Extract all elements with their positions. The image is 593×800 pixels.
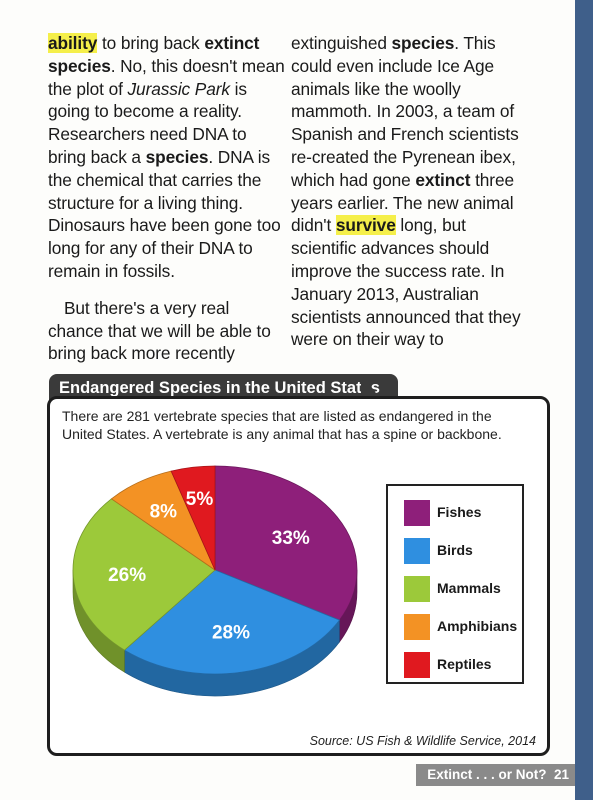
pie-slice-mammals	[72, 498, 216, 651]
pie-slice-birds	[123, 569, 341, 675]
pie-label: 26%	[108, 565, 146, 586]
sidebar-title-tail	[361, 374, 383, 402]
paragraph-3: extinguished species. This could even in…	[291, 32, 531, 351]
chart-source: Source: US Fish & Wildlife Service, 2014	[309, 734, 536, 748]
pie-label: 5%	[186, 489, 214, 510]
bold-term: species	[145, 146, 209, 167]
pie-slice-reptiles	[170, 465, 216, 571]
pie-label: 33%	[272, 528, 310, 549]
legend-label: Reptiles	[437, 656, 492, 672]
legend-swatch	[404, 614, 430, 640]
legend-label: Mammals	[437, 580, 501, 596]
legend-swatch	[404, 538, 430, 564]
bold-term: extinct	[415, 169, 471, 190]
text-run: . DNA is the chemical that carries the s…	[48, 146, 281, 281]
paragraph-2: But there's a very real chance that we w…	[48, 297, 288, 365]
bold-term: species	[48, 55, 111, 76]
legend-label: Amphibians	[437, 618, 518, 634]
text-column-right: extinguished species. This could even in…	[291, 32, 531, 351]
text-run: But there's a very real chance that we w…	[48, 297, 271, 364]
highlighted-term: survive	[335, 215, 396, 236]
pie-label: 8%	[150, 501, 178, 522]
text-column-left: ability to bring back extinct species. N…	[48, 32, 288, 365]
chart-legend: Fishes Birds Mammals Amphibians Reptiles	[386, 484, 524, 684]
text-run: long, but scientific advances should imp…	[291, 215, 521, 350]
page-number: 21	[553, 767, 569, 782]
pie-slice-fishes	[214, 465, 358, 621]
highlighted-term: ability	[48, 33, 98, 53]
legend-label: Fishes	[437, 504, 482, 520]
page-footer: Extinct . . . or Not? 21	[416, 764, 575, 786]
paragraph-1: ability to bring back extinct species. N…	[48, 32, 288, 283]
legend-swatch	[404, 576, 430, 602]
sidebar-intro: There are 281 vertebrate species that ar…	[62, 408, 502, 442]
legend-swatch	[404, 652, 430, 678]
pie-label: 28%	[212, 622, 250, 643]
pie-chart: 33% 28% 26% 8% 5%	[72, 465, 358, 697]
text-run: extinguished	[291, 33, 392, 53]
legend-swatch	[404, 500, 430, 526]
bold-term: extinct	[204, 33, 260, 53]
text-run: . No, this doesn't mean the plot of	[48, 55, 285, 99]
bold-term: species	[391, 33, 455, 53]
text-run: to bring back	[97, 33, 205, 53]
legend-label: Birds	[437, 542, 473, 558]
text-run: is going to become a reality. Researcher…	[48, 78, 247, 167]
footer-title: Extinct . . . or Not?	[427, 767, 547, 782]
text-run: . This could even include Ice Age animal…	[291, 33, 519, 190]
page-edge-stripe	[575, 0, 593, 800]
italic-title: Jurassic Park	[127, 78, 231, 99]
text-run: three years earlier. The new animal didn…	[291, 169, 514, 236]
